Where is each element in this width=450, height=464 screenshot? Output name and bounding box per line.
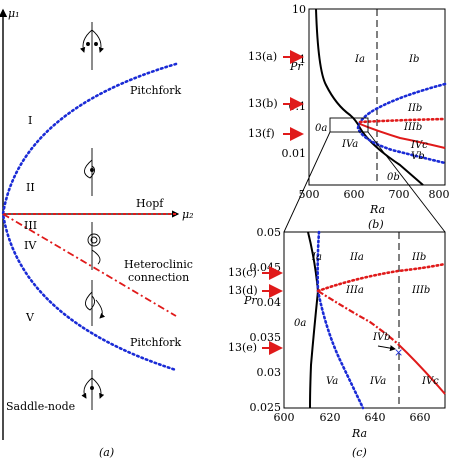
svg-text:IVb: IVb <box>372 332 391 343</box>
svg-text:Vb: Vb <box>411 151 425 162</box>
xlabel-b: Ra <box>369 203 385 216</box>
portrait-4 <box>85 280 106 326</box>
svg-text:IVc: IVc <box>421 376 439 387</box>
region-II: II <box>26 181 35 194</box>
svg-text:IVc: IVc <box>410 140 428 151</box>
svg-text:13(a): 13(a) <box>248 50 277 63</box>
phase-portraits <box>80 22 106 410</box>
svg-text:500: 500 <box>299 188 320 201</box>
curve-c-black <box>307 231 320 409</box>
svg-text:13(b): 13(b) <box>248 97 278 110</box>
svg-text:640: 640 <box>365 411 386 424</box>
caption-b: (b) <box>368 218 384 231</box>
svg-text:13(c): 13(c) <box>228 266 257 279</box>
curve-c-red-dotted <box>316 262 447 293</box>
svg-text:IIb: IIb <box>411 252 426 263</box>
svg-text:600: 600 <box>274 411 295 424</box>
curve-b-black <box>315 8 424 186</box>
svg-text:IVa: IVa <box>369 376 386 387</box>
region-I: I <box>28 114 32 127</box>
svg-text:IIIa: IIIa <box>345 285 364 296</box>
mu1-label: μ₁ <box>8 7 20 20</box>
regions-b: Ia Ib IIb IIIb 0a IVa IVc Vb 0b <box>315 54 428 183</box>
zoom-connector-right <box>367 131 446 233</box>
curve-b-red-solid <box>359 123 446 149</box>
portrait-2 <box>84 148 95 196</box>
curve-c-red-dashdot <box>317 290 400 346</box>
svg-text:0.04: 0.04 <box>257 296 282 309</box>
svg-text:IIIb: IIIb <box>411 285 430 296</box>
pitchfork-curve <box>1 62 178 372</box>
svg-text:Ib: Ib <box>408 54 419 65</box>
svg-text:620: 620 <box>320 411 341 424</box>
svg-text:0a: 0a <box>315 123 327 134</box>
svg-text:660: 660 <box>410 411 431 424</box>
svg-text:IIIb: IIIb <box>403 122 422 133</box>
xticks-b: 500 600 700 800 <box>299 188 450 201</box>
mu2-label: μ₂ <box>182 208 194 221</box>
svg-text:0.05: 0.05 <box>257 226 282 239</box>
svg-text:IIb: IIb <box>407 103 422 114</box>
caption-a: (a) <box>99 446 114 459</box>
svg-text:13(f): 13(f) <box>248 127 275 140</box>
portrait-3 <box>87 222 101 270</box>
markers-c: 13(c) 13(d) 13(e) <box>228 266 283 355</box>
point-star-c: × <box>394 346 403 359</box>
portrait-1 <box>80 22 104 70</box>
region-V: V <box>25 311 35 324</box>
svg-text:Va: Va <box>326 376 338 387</box>
svg-text:0.1: 0.1 <box>289 100 307 113</box>
portrait-5 <box>81 370 105 410</box>
label-heteroclinic-1: Heteroclinic <box>124 258 193 271</box>
svg-text:IIa: IIa <box>349 252 364 263</box>
zoom-box <box>329 117 369 133</box>
svg-text:13(e): 13(e) <box>228 341 257 354</box>
zoom-connector-left <box>283 131 331 233</box>
markers-b: 13(a) 13(b) 13(f) <box>248 50 304 141</box>
label-heteroclinic-2: connection <box>128 271 189 284</box>
label-hopf: Hopf <box>136 197 164 210</box>
ylabel-c: Pr <box>243 294 257 307</box>
label-saddle-node: Saddle-node <box>6 400 75 413</box>
yticks-c: 0.05 0.045 0.04 0.035 0.03 0.025 <box>250 226 282 414</box>
svg-text:10: 10 <box>292 3 306 16</box>
plot-c-frame <box>283 231 446 409</box>
svg-text:0.03: 0.03 <box>257 366 282 379</box>
svg-text:Ia: Ia <box>354 54 365 65</box>
xticks-c: 600 620 640 660 <box>274 411 431 424</box>
curve-c-red-solid <box>398 344 446 395</box>
svg-text:0a: 0a <box>294 318 306 329</box>
xlabel-c: Ra <box>351 427 367 440</box>
curve-b-red-dotted <box>358 117 447 124</box>
caption-c: (c) <box>352 446 367 459</box>
region-III: III <box>24 219 37 232</box>
panel-c: 0.05 0.045 0.04 0.035 0.03 0.025 Pr 600 … <box>228 226 447 459</box>
svg-text:IVa: IVa <box>341 139 358 150</box>
ylabel-b: Pr <box>289 60 303 73</box>
regions-c: Ia IIa IIb IIIa IIIb 0a IVb Va IVa IVc <box>294 252 439 387</box>
svg-text:0b: 0b <box>387 172 400 183</box>
region-IV: IV <box>24 239 37 252</box>
label-pitchfork-upper: Pitchfork <box>130 84 182 97</box>
yticks-b: 10 1 0.1 0.01 <box>282 3 307 160</box>
label-pitchfork-lower: Pitchfork <box>130 336 182 349</box>
svg-text:13(d): 13(d) <box>228 284 258 297</box>
svg-text:0.01: 0.01 <box>282 147 307 160</box>
curve-c-blue <box>316 230 365 410</box>
svg-text:800: 800 <box>429 188 450 201</box>
panel-a: μ₁ μ₂ Pitchfork Hopf Heteroclinic connec… <box>0 7 194 459</box>
heteroclinic-line <box>2 213 177 317</box>
svg-text:0.035: 0.035 <box>250 331 282 344</box>
panel-b: 10 1 0.1 0.01 Pr 500 600 700 800 Ra (b) … <box>248 3 450 233</box>
curve-b-blue <box>356 82 447 165</box>
svg-text:600: 600 <box>344 188 365 201</box>
point-arrow-c <box>377 345 396 352</box>
svg-text:0.025: 0.025 <box>250 401 282 414</box>
svg-text:700: 700 <box>389 188 410 201</box>
svg-text:Ia: Ia <box>311 252 322 263</box>
